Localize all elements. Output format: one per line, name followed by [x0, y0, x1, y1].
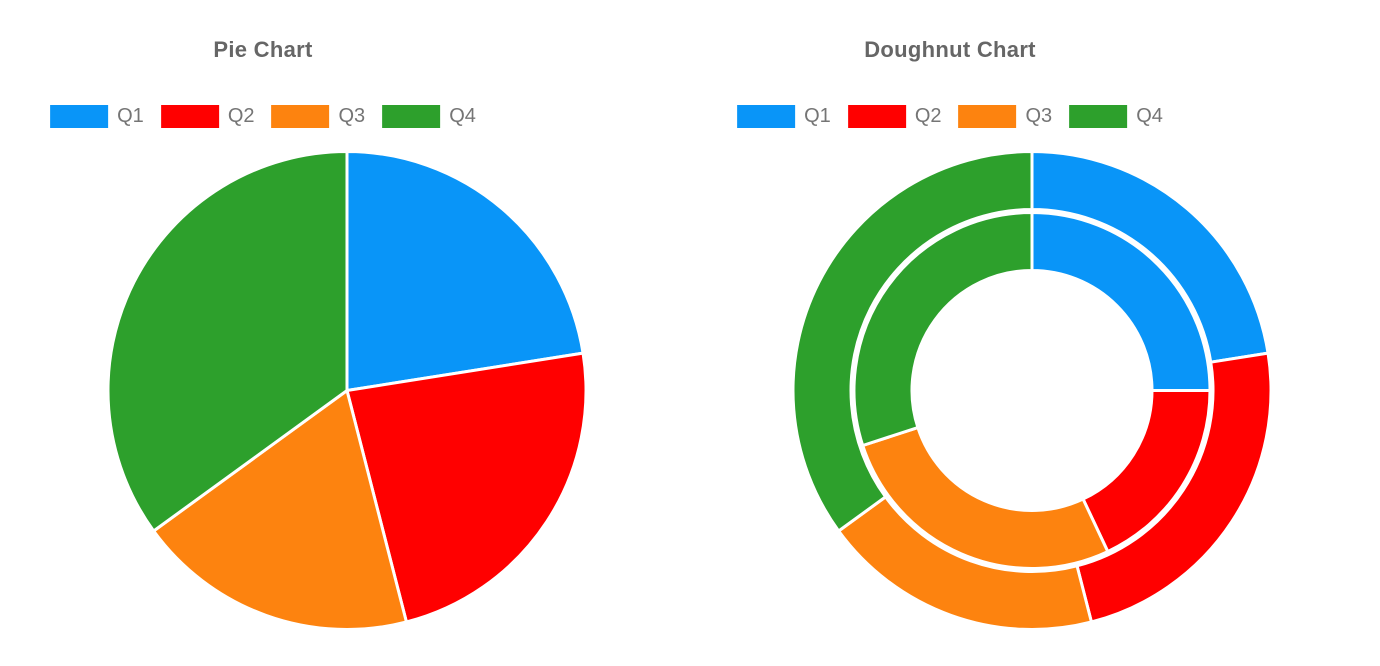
legend-label-q4: Q4: [1136, 105, 1163, 127]
pie-chart-title: Pie Chart: [213, 37, 313, 62]
doughnut-chart-panel: Doughnut Chart Q1 Q2 Q3 Q4: [690, 0, 1380, 666]
legend-label-q2: Q2: [227, 105, 255, 127]
doughnut-svg: [791, 149, 1273, 631]
pie-svg: [106, 149, 588, 631]
legend-item-q4[interactable]: Q4: [1069, 105, 1163, 128]
legend-item-q1[interactable]: Q1: [50, 105, 144, 128]
pie-slice-q4[interactable]: [106, 149, 349, 534]
doughnut-inner-slice-q1[interactable]: [1030, 210, 1212, 392]
legend-swatch-q4[interactable]: [1069, 105, 1128, 128]
pie-chart-legend: Q1 Q2 Q3 Q4: [50, 105, 476, 128]
legend-item-q3[interactable]: Q3: [271, 105, 366, 128]
doughnut-chart-legend: Q1 Q2 Q3 Q4: [737, 105, 1163, 128]
legend-swatch-q1[interactable]: [50, 105, 109, 128]
legend-label-q1: Q1: [117, 105, 144, 127]
legend-item-q1[interactable]: Q1: [737, 105, 831, 128]
legend-swatch-q2[interactable]: [847, 105, 906, 128]
legend-label-q4: Q4: [449, 105, 476, 127]
legend-label-q3: Q3: [1025, 105, 1053, 127]
legend-item-q3[interactable]: Q3: [958, 105, 1053, 128]
legend-swatch-q1[interactable]: [737, 105, 796, 128]
legend-item-q2[interactable]: Q2: [160, 105, 255, 128]
doughnut-chart-title: Doughnut Chart: [864, 37, 1036, 62]
doughnut-inner-slice-q3[interactable]: [860, 425, 1110, 570]
legend-item-q4[interactable]: Q4: [382, 105, 476, 128]
pie-slice-q2[interactable]: [345, 351, 588, 624]
pie-chart-panel: Pie Chart Q1 Q2 Q3 Q4: [50, 37, 588, 631]
pie-slice-q1[interactable]: [345, 149, 585, 393]
legend-label-q1: Q1: [804, 105, 831, 127]
doughnut-outer-slice-q4[interactable]: [791, 149, 1034, 534]
legend-swatch-q3[interactable]: [271, 105, 330, 128]
legend-label-q2: Q2: [914, 105, 942, 127]
legend-swatch-q2[interactable]: [160, 105, 219, 128]
legend-label-q3: Q3: [338, 105, 366, 127]
legend-swatch-q4[interactable]: [382, 105, 441, 128]
doughnut-inner-slice-q4[interactable]: [852, 210, 1034, 448]
legend-swatch-q3[interactable]: [958, 105, 1017, 128]
pie-slice-q3[interactable]: [151, 387, 409, 631]
legend-item-q2[interactable]: Q2: [847, 105, 942, 128]
